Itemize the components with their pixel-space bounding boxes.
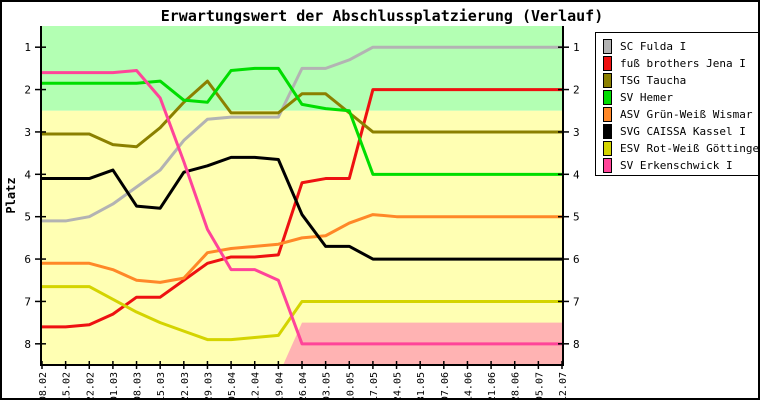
- legend-item-esv-rot-wei-g-ttingen-i: ESV Rot-Weiß Göttingen I: [596, 140, 758, 157]
- legend-swatch-sc-fulda-i: [603, 39, 612, 54]
- y-tick-label-right-6: 6: [573, 253, 580, 266]
- y-tick-label-left-7: 7: [24, 295, 31, 308]
- legend-item-label: ASV Grün-Weiß Wismar: [620, 108, 753, 121]
- x-tick-label-5: 15.03: [156, 372, 167, 400]
- legend-swatch-asv-gr-n-wei-wismar: [603, 107, 612, 122]
- legend-item-label: ESV Rot-Weiß Göttingen I: [620, 142, 760, 155]
- y-tick-label-right-1: 1: [573, 41, 580, 54]
- x-tick-label-0: 08.02: [38, 372, 49, 400]
- x-tick-label-17: 07.06: [440, 372, 451, 400]
- legend-item-label: fuß brothers Jena I: [620, 57, 746, 70]
- x-tick-label-12: 03.05: [322, 372, 333, 400]
- x-tick-label-22: 12.07: [558, 372, 569, 400]
- y-axis-label: Platz: [4, 177, 18, 213]
- legend-swatch-esv-rot-wei-g-ttingen-i: [603, 141, 612, 156]
- series-line-sv-erkenschwick-i: [42, 68, 562, 346]
- legend-swatch-tsg-taucha: [603, 73, 612, 88]
- legend-item-label: SVG CAISSA Kassel I: [620, 125, 746, 138]
- legend: SC Fulda I fuß brothers Jena I TSG Taucha S…: [595, 32, 758, 176]
- x-tick-label-9: 12.04: [251, 372, 262, 400]
- x-tick-label-7: 29.03: [203, 372, 214, 400]
- legend-item-label: SV Hemer: [620, 91, 673, 104]
- legend-item-svg-caissa-kassel-i: SVG CAISSA Kassel I: [596, 123, 758, 140]
- y-tick-label-right-8: 8: [573, 338, 580, 351]
- legend-item-sv-erkenschwick-i: SV Erkenschwick I: [596, 157, 758, 174]
- x-tick-label-1: 15.02: [62, 372, 73, 400]
- legend-item-label: SV Erkenschwick I: [620, 159, 733, 172]
- x-tick-label-2: 22.02: [85, 372, 96, 400]
- series-line-svg-caissa-kassel-i: [42, 155, 562, 261]
- x-tick-label-16: 31.05: [416, 372, 427, 400]
- x-tick-label-21: 05.07: [534, 372, 545, 400]
- x-tick-label-11: 26.04: [298, 372, 309, 400]
- y-tick-label-left-3: 3: [24, 126, 31, 139]
- series-line-fu-brothers-jena-i: [42, 88, 562, 329]
- x-tick-label-3: 01.03: [109, 372, 120, 400]
- series-line-sv-hemer: [42, 66, 562, 176]
- y-tick-label-right-4: 4: [573, 168, 580, 181]
- series-line-tsg-taucha: [42, 79, 562, 149]
- y-tick-label-left-6: 6: [24, 253, 31, 266]
- legend-item-asv-gr-n-wei-wismar: ASV Grün-Weiß Wismar: [596, 106, 758, 123]
- series-line-asv-gr-n-wei-wismar: [42, 213, 562, 284]
- x-tick-label-13: 10.05: [345, 372, 356, 400]
- y-tick-label-left-2: 2: [24, 84, 31, 97]
- series-line-esv-rot-wei-g-ttingen-i: [42, 285, 562, 342]
- legend-item-label: TSG Taucha: [620, 74, 687, 87]
- chart-title: Erwartungswert der Abschlussplatzierung …: [160, 7, 604, 25]
- y-tick-label-right-7: 7: [573, 295, 580, 308]
- x-tick-label-4: 08.03: [133, 372, 144, 400]
- y-tick-label-left-4: 4: [24, 168, 31, 181]
- y-tick-label-right-5: 5: [573, 211, 580, 224]
- x-tick-label-6: 22.03: [180, 372, 191, 400]
- legend-swatch-svg-caissa-kassel-i: [603, 124, 612, 139]
- legend-item-label: SC Fulda I: [620, 40, 687, 53]
- legend-item-sc-fulda-i: SC Fulda I: [596, 38, 758, 55]
- x-tick-label-14: 17.05: [369, 372, 380, 400]
- x-tick-label-18: 14.06: [463, 372, 474, 400]
- y-tick-label-left-1: 1: [24, 41, 31, 54]
- y-tick-label-left-5: 5: [24, 211, 31, 224]
- legend-item-tsg-taucha: TSG Taucha: [596, 72, 758, 89]
- y-tick-label-right-3: 3: [573, 126, 580, 139]
- x-tick-label-10: 19.04: [274, 372, 285, 400]
- x-tick-label-20: 28.06: [511, 372, 522, 400]
- x-tick-label-19: 21.06: [487, 372, 498, 400]
- x-tick-label-15: 24.05: [393, 372, 404, 400]
- legend-swatch-sv-hemer: [603, 90, 612, 105]
- legend-item-fu-brothers-jena-i: fuß brothers Jena I: [596, 55, 758, 72]
- y-tick-label-left-8: 8: [24, 338, 31, 351]
- legend-item-sv-hemer: SV Hemer: [596, 89, 758, 106]
- x-tick-label-8: 05.04: [227, 372, 238, 400]
- legend-swatch-fu-brothers-jena-i: [603, 56, 612, 71]
- legend-swatch-sv-erkenschwick-i: [603, 158, 612, 173]
- y-tick-label-right-2: 2: [573, 84, 580, 97]
